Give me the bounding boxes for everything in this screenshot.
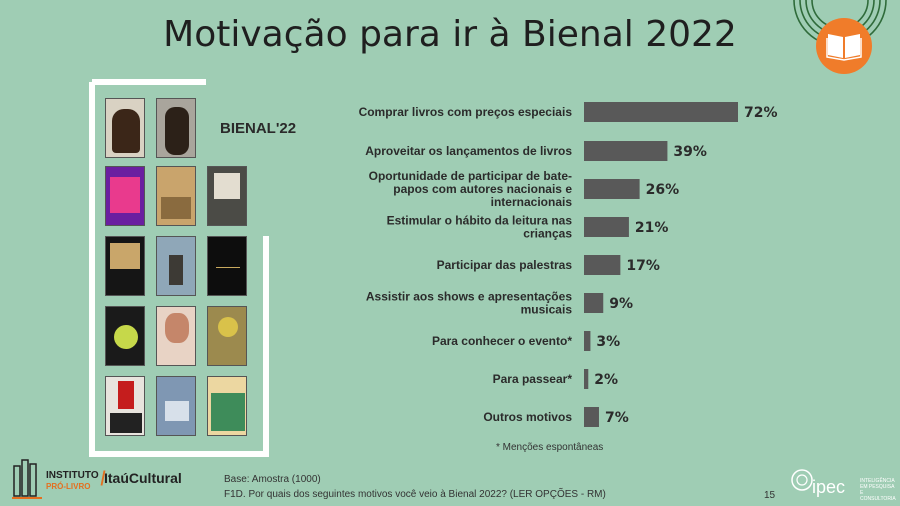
book-cover-image [207,306,247,366]
bar-5 [584,255,621,275]
category-label-3: Oportunidade de participar de bate-papos… [369,169,573,209]
value-label-9: 7% [605,410,629,426]
value-label-8: 2% [594,372,618,388]
ipec-logo: ipec [812,477,846,497]
value-label-2: 39% [673,144,707,160]
page-number: 15 [764,490,776,501]
category-label-9: Outros motivos [483,410,572,424]
value-label-3: 26% [646,182,680,198]
bar-3 [584,179,640,199]
ipec-tagline-1: INTELIGÊNCIA [860,478,895,484]
ipec-tagline-2: EM PESQUISA [860,484,895,490]
value-label-5: 17% [626,258,660,274]
ipec-tagline: INTELIGÊNCIA EM PESQUISA E CONSULTORIA [860,478,900,502]
bar-6 [584,293,604,313]
book-badge-icon [816,18,872,74]
book-cover-image [156,98,196,158]
instituto-pro-livro-logo-icon [12,459,42,499]
base-sample: Base: Amostra (1000) [224,474,321,485]
survey-question: F1D. Por quais dos seguintes motivos voc… [224,489,606,500]
value-label-7: 3% [596,334,620,350]
bar-1 [584,102,738,122]
book-cover-image [156,166,196,226]
book-cover-image [156,306,196,366]
book-cover-image [105,166,145,226]
book-cover-image [207,236,247,296]
base-info: Base: Amostra (1000) F1D. Por quais dos … [224,472,606,502]
footnote: * Menções espontâneas [496,442,604,453]
category-label-6: Assistir aos shows e apresentações musica… [366,290,572,317]
bienal-label: BIENAL'22 [220,120,297,137]
bar-7 [584,331,591,351]
book-cover-image [156,376,196,436]
book-cover-image [105,236,145,296]
category-label-8: Para passear* [493,372,573,386]
value-label-4: 21% [635,220,669,236]
itau-cultural-mark-icon [100,470,106,486]
category-label-7: Para conhecer o evento* [432,334,572,348]
book-cover-image [105,376,145,436]
bar-9 [584,407,599,427]
book-cover-image [105,98,145,158]
ipec-logo-icon [791,469,813,491]
category-label-5: Participar das palestras [437,258,573,272]
book-cover-image [156,236,196,296]
page-title: Motivação para ir à Bienal 2022 [163,14,737,55]
bar-4 [584,217,629,237]
bar-8 [584,369,589,389]
book-cover-image [105,306,145,366]
instituto-pro-livro-logo: INSTITUTO PRÓ-LIVRO [46,470,99,492]
category-label-2: Aproveitar os lançamentos de livros [365,144,572,158]
white-frame [89,79,269,457]
book-cover-image [207,376,247,436]
instituto-text: INSTITUTO [46,470,99,481]
bar-2 [584,141,668,161]
category-label-1: Comprar livros com preços especiais [359,105,573,119]
book-cover-image [207,166,247,226]
ipec-tagline-3: E CONSULTORIA [860,490,896,502]
pro-livro-text: PRÓ-LIVRO [46,482,91,491]
category-label-4: Estimular o hábito da leitura nas criança… [387,214,573,241]
value-label-6: 9% [609,296,633,312]
itau-cultural-logo: ItaúCultural [104,470,182,486]
value-label-1: 72% [744,105,778,121]
